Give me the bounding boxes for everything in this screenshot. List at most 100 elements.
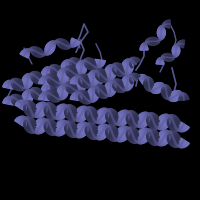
Polygon shape [45,52,48,55]
Polygon shape [138,116,149,123]
Polygon shape [51,41,55,45]
Polygon shape [48,74,53,82]
Polygon shape [57,75,68,77]
Polygon shape [43,80,45,82]
Polygon shape [75,129,85,136]
Polygon shape [30,74,31,75]
Polygon shape [177,44,178,45]
Polygon shape [40,118,47,125]
Polygon shape [58,73,68,75]
Polygon shape [34,48,39,56]
Polygon shape [83,95,91,103]
Polygon shape [86,129,98,135]
Polygon shape [132,138,139,143]
Polygon shape [180,95,187,97]
Polygon shape [78,90,84,97]
Polygon shape [30,48,31,51]
Polygon shape [177,124,186,131]
Polygon shape [57,75,68,77]
Polygon shape [96,69,102,76]
Polygon shape [51,65,58,74]
Polygon shape [90,85,91,86]
Polygon shape [163,85,166,87]
Polygon shape [49,75,56,84]
Polygon shape [165,114,170,120]
Polygon shape [113,80,122,89]
Polygon shape [96,64,102,67]
Polygon shape [107,94,109,97]
Polygon shape [157,121,166,128]
Polygon shape [96,115,106,122]
Polygon shape [160,26,164,28]
Polygon shape [153,86,158,93]
Polygon shape [152,124,159,129]
Polygon shape [105,90,115,92]
Polygon shape [95,133,103,139]
Polygon shape [48,43,55,48]
Polygon shape [34,127,41,134]
Polygon shape [82,106,88,112]
Polygon shape [155,84,161,92]
Polygon shape [71,116,77,121]
Polygon shape [15,97,22,106]
Polygon shape [66,105,67,107]
Polygon shape [62,69,66,72]
Polygon shape [178,138,188,145]
Polygon shape [31,72,32,76]
Polygon shape [163,24,164,26]
Polygon shape [60,70,67,72]
Polygon shape [76,76,79,79]
Polygon shape [34,115,35,117]
Polygon shape [96,85,97,89]
Polygon shape [125,73,126,75]
Polygon shape [25,117,31,122]
Polygon shape [86,107,93,112]
Polygon shape [96,121,97,123]
Polygon shape [54,114,61,120]
Polygon shape [74,134,76,137]
Polygon shape [81,78,90,86]
Polygon shape [130,74,137,81]
Polygon shape [22,79,33,82]
Polygon shape [105,75,114,78]
Polygon shape [86,128,98,133]
Polygon shape [42,95,43,99]
Polygon shape [85,126,96,131]
Polygon shape [159,37,163,39]
Polygon shape [58,106,68,113]
Polygon shape [97,66,98,68]
Polygon shape [45,47,53,52]
Polygon shape [147,112,149,116]
Polygon shape [26,109,37,115]
Polygon shape [20,116,27,122]
Polygon shape [22,97,32,100]
Polygon shape [136,122,143,128]
Polygon shape [12,79,19,87]
Polygon shape [122,67,133,70]
Polygon shape [74,118,76,121]
Polygon shape [68,83,75,92]
Polygon shape [96,69,103,77]
Polygon shape [146,77,148,79]
Polygon shape [78,108,88,115]
Polygon shape [61,120,68,126]
Polygon shape [124,88,125,92]
Polygon shape [113,64,122,73]
Polygon shape [72,79,81,82]
Polygon shape [129,120,139,125]
Polygon shape [34,111,42,117]
Polygon shape [25,91,32,94]
Polygon shape [137,138,142,144]
Polygon shape [95,70,96,72]
Polygon shape [129,59,130,60]
Polygon shape [54,78,59,86]
Polygon shape [62,87,68,91]
Polygon shape [70,46,71,47]
Polygon shape [162,88,170,90]
Polygon shape [98,127,108,134]
Polygon shape [33,89,40,97]
Polygon shape [97,81,100,84]
Polygon shape [66,82,72,90]
Polygon shape [144,83,154,85]
Polygon shape [157,83,162,90]
